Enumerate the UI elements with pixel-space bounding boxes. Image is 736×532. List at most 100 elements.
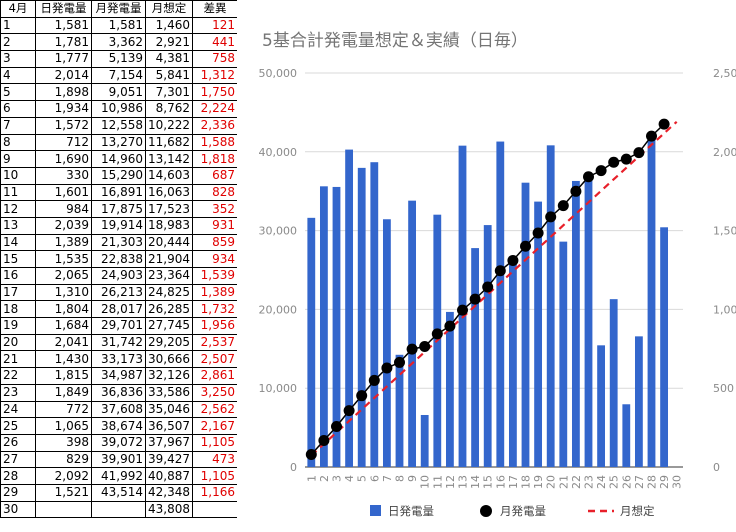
cell-day[interactable]: 28 <box>0 467 36 485</box>
cell-diff[interactable]: 2,167 <box>192 417 238 435</box>
cell-monthly[interactable]: 17,875 <box>91 200 146 218</box>
chart-panel[interactable]: 5基合計発電量想定＆実績（日毎） 0 10,000 20,000 30,000 40,0… <box>237 0 736 532</box>
cell-target[interactable]: 23,364 <box>145 267 193 285</box>
cell-monthly[interactable]: 21,303 <box>91 233 146 252</box>
cell-diff[interactable]: 1,750 <box>192 83 238 102</box>
cell-diff[interactable]: 1,539 <box>192 267 238 285</box>
cell-monthly[interactable]: 1,581 <box>91 16 146 35</box>
cell-monthly[interactable]: 29,701 <box>91 317 146 335</box>
cell-target[interactable]: 7,301 <box>145 83 193 102</box>
cell-diff[interactable]: 1,105 <box>192 433 238 452</box>
cell-monthly[interactable]: 39,901 <box>91 450 146 469</box>
cell-daily[interactable]: 712 <box>35 133 92 152</box>
cell-diff[interactable]: 931 <box>192 216 238 235</box>
cell-monthly[interactable]: 41,992 <box>91 467 146 485</box>
cell-diff[interactable]: 121 <box>192 16 238 35</box>
cell-diff[interactable]: 1,588 <box>192 133 238 152</box>
cell-day[interactable]: 19 <box>0 317 36 335</box>
cell-day[interactable]: 2 <box>0 33 36 52</box>
cell-diff[interactable]: 828 <box>192 183 238 202</box>
cell-diff[interactable]: 758 <box>192 50 238 68</box>
cell-monthly[interactable]: 14,960 <box>91 150 146 168</box>
cell-target[interactable]: 42,348 <box>145 483 193 502</box>
cell-target[interactable]: 40,887 <box>145 467 193 485</box>
cell-diff[interactable]: 1,732 <box>192 300 238 319</box>
cell-day[interactable]: 16 <box>0 267 36 285</box>
cell-target[interactable]: 39,427 <box>145 450 193 469</box>
cell-daily[interactable]: 829 <box>35 450 92 469</box>
cell-daily[interactable]: 2,014 <box>35 66 92 85</box>
cell-daily[interactable]: 1,934 <box>35 100 92 118</box>
cell-monthly[interactable] <box>91 500 146 519</box>
cell-daily[interactable]: 1,804 <box>35 300 92 319</box>
cell-daily[interactable]: 1,430 <box>35 350 92 369</box>
cell-target[interactable]: 8,762 <box>145 100 193 118</box>
cell-target[interactable]: 4,381 <box>145 50 193 68</box>
cell-target[interactable]: 1,460 <box>145 16 193 35</box>
cell-monthly[interactable]: 31,742 <box>91 333 146 352</box>
cell-day[interactable]: 15 <box>0 250 36 268</box>
cell-day[interactable]: 3 <box>0 50 36 68</box>
cell-monthly[interactable]: 28,017 <box>91 300 146 319</box>
cell-day[interactable]: 27 <box>0 450 36 469</box>
cell-diff[interactable]: 3,250 <box>192 383 238 402</box>
cell-target[interactable]: 30,666 <box>145 350 193 369</box>
cell-target[interactable]: 35,046 <box>145 400 193 419</box>
cell-day[interactable]: 10 <box>0 166 36 185</box>
cell-day[interactable]: 22 <box>0 367 36 385</box>
cell-daily[interactable]: 2,092 <box>35 467 92 485</box>
cell-monthly[interactable]: 33,173 <box>91 350 146 369</box>
cell-diff[interactable]: 1,105 <box>192 467 238 485</box>
cell-monthly[interactable]: 3,362 <box>91 33 146 52</box>
cell-diff[interactable]: 934 <box>192 250 238 268</box>
cell-diff[interactable]: 352 <box>192 200 238 218</box>
cell-target[interactable]: 17,523 <box>145 200 193 218</box>
cell-diff[interactable] <box>192 500 238 519</box>
cell-target[interactable]: 18,983 <box>145 216 193 235</box>
cell-monthly[interactable]: 13,270 <box>91 133 146 152</box>
cell-target[interactable]: 26,285 <box>145 300 193 319</box>
column-header[interactable]: 月発電量 <box>91 0 146 18</box>
cell-monthly[interactable]: 15,290 <box>91 166 146 185</box>
cell-monthly[interactable]: 5,139 <box>91 50 146 68</box>
cell-daily[interactable]: 398 <box>35 433 92 452</box>
cell-monthly[interactable]: 9,051 <box>91 83 146 102</box>
cell-daily[interactable]: 1,535 <box>35 250 92 268</box>
cell-day[interactable]: 20 <box>0 333 36 352</box>
cell-diff[interactable]: 859 <box>192 233 238 252</box>
cell-day[interactable]: 18 <box>0 300 36 319</box>
cell-monthly[interactable]: 36,836 <box>91 383 146 402</box>
cell-daily[interactable]: 1,581 <box>35 16 92 35</box>
cell-target[interactable]: 10,222 <box>145 116 193 135</box>
cell-daily[interactable]: 984 <box>35 200 92 218</box>
cell-diff[interactable]: 1,956 <box>192 317 238 335</box>
cell-day[interactable]: 8 <box>0 133 36 152</box>
cell-monthly[interactable]: 39,072 <box>91 433 146 452</box>
cell-diff[interactable]: 441 <box>192 33 238 52</box>
cell-daily[interactable]: 2,039 <box>35 216 92 235</box>
cell-target[interactable]: 20,444 <box>145 233 193 252</box>
cell-target[interactable]: 36,507 <box>145 417 193 435</box>
cell-daily[interactable]: 1,601 <box>35 183 92 202</box>
cell-target[interactable]: 29,205 <box>145 333 193 352</box>
cell-daily[interactable]: 1,572 <box>35 116 92 135</box>
cell-monthly[interactable]: 10,986 <box>91 100 146 118</box>
cell-day[interactable]: 24 <box>0 400 36 419</box>
cell-daily[interactable]: 1,849 <box>35 383 92 402</box>
cell-daily[interactable]: 1,898 <box>35 83 92 102</box>
cell-target[interactable]: 2,921 <box>145 33 193 52</box>
cell-monthly[interactable]: 26,213 <box>91 283 146 302</box>
cell-monthly[interactable]: 24,903 <box>91 267 146 285</box>
cell-target[interactable]: 21,904 <box>145 250 193 268</box>
cell-day[interactable]: 14 <box>0 233 36 252</box>
cell-diff[interactable]: 2,224 <box>192 100 238 118</box>
cell-diff[interactable]: 1,312 <box>192 66 238 85</box>
cell-monthly[interactable]: 37,608 <box>91 400 146 419</box>
column-header[interactable]: 日発電量 <box>35 0 92 18</box>
cell-day[interactable]: 6 <box>0 100 36 118</box>
cell-target[interactable]: 37,967 <box>145 433 193 452</box>
cell-day[interactable]: 25 <box>0 417 36 435</box>
cell-diff[interactable]: 1,389 <box>192 283 238 302</box>
cell-day[interactable]: 12 <box>0 200 36 218</box>
cell-diff[interactable]: 2,537 <box>192 333 238 352</box>
